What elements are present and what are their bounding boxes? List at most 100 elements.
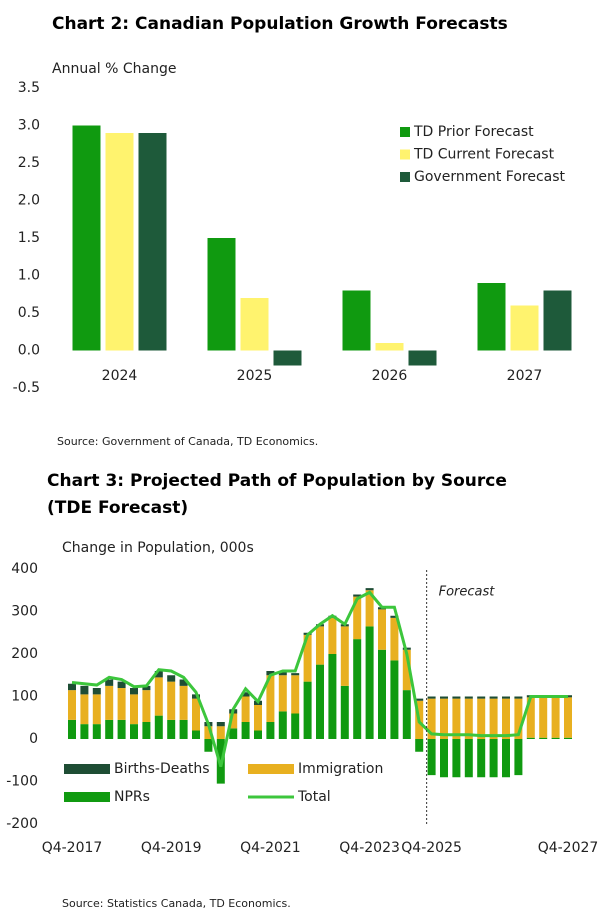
y-tick-label: 3.5 bbox=[18, 80, 40, 96]
bar-segment bbox=[291, 675, 300, 714]
bar-segment bbox=[204, 726, 213, 739]
bar-segment bbox=[192, 698, 200, 731]
bar bbox=[408, 350, 437, 366]
bar-segment bbox=[254, 730, 262, 739]
bar-segment bbox=[154, 677, 163, 716]
bar-segment bbox=[427, 696, 436, 699]
bar-segment bbox=[130, 694, 138, 725]
bar-segment bbox=[266, 675, 275, 722]
bar-segment bbox=[340, 626, 349, 686]
bar bbox=[342, 290, 371, 351]
x-tick-label: 2027 bbox=[507, 368, 543, 384]
bar-segment bbox=[154, 671, 163, 678]
bar-segment bbox=[477, 696, 486, 699]
x-tick-label: 2024 bbox=[102, 368, 138, 384]
bar-segment bbox=[514, 739, 523, 776]
bar-segment bbox=[303, 634, 312, 682]
y-tick-label: 100 bbox=[11, 689, 38, 705]
y-tick-label: 400 bbox=[11, 561, 38, 577]
y-tick-label: 2.5 bbox=[18, 155, 40, 171]
bar-segment bbox=[278, 711, 287, 739]
bar-segment bbox=[390, 615, 399, 618]
bar-segment bbox=[353, 639, 362, 739]
bar-segment bbox=[564, 737, 572, 739]
bar bbox=[543, 290, 572, 351]
bar-segment bbox=[514, 696, 523, 699]
bar-segment bbox=[68, 683, 76, 691]
legend-swatch bbox=[64, 764, 110, 774]
bar-segment bbox=[167, 719, 176, 739]
bar-segment bbox=[477, 739, 486, 778]
x-tick-label: 2025 bbox=[237, 368, 273, 384]
bar bbox=[273, 350, 302, 366]
bar-segment bbox=[241, 722, 250, 739]
bar-segment bbox=[80, 685, 89, 695]
bar-segment bbox=[502, 739, 510, 778]
x-tick-label: Q4-2017 bbox=[42, 840, 103, 856]
bar-segment bbox=[464, 696, 473, 699]
bar-segment bbox=[526, 697, 535, 738]
bar-segment bbox=[179, 685, 188, 720]
x-tick-label: Q4-2025 bbox=[401, 840, 462, 856]
bar-segment bbox=[142, 690, 151, 722]
bar-segment bbox=[427, 698, 436, 739]
y-tick-label: 2.0 bbox=[18, 193, 40, 209]
bar-segment bbox=[241, 696, 250, 722]
y-tick-label: 0.0 bbox=[18, 343, 40, 359]
bar bbox=[207, 238, 236, 351]
bar-segment bbox=[117, 688, 126, 720]
bar-segment bbox=[502, 696, 510, 699]
line bbox=[71, 590, 568, 768]
x-tick-label: Q4-2021 bbox=[240, 840, 301, 856]
x-tick-label: Q4-2027 bbox=[538, 840, 599, 856]
bar-segment bbox=[489, 739, 498, 778]
x-tick-label: 2026 bbox=[372, 368, 408, 384]
bar-segment bbox=[68, 690, 76, 720]
y-tick-label: 1.0 bbox=[18, 268, 40, 284]
bar-segment bbox=[489, 696, 498, 699]
legend-label: Total bbox=[297, 789, 331, 805]
bar bbox=[138, 133, 167, 351]
bar-segment bbox=[551, 697, 560, 738]
source-note: Source: Statistics Canada, TD Economics. bbox=[62, 897, 291, 910]
bar-segment bbox=[539, 737, 548, 739]
x-tick-label: Q4-2019 bbox=[141, 840, 202, 856]
bar bbox=[510, 305, 539, 351]
bar-segment bbox=[266, 671, 275, 676]
legend-label: Births-Deaths bbox=[114, 761, 210, 777]
y-tick-label: 3.0 bbox=[18, 118, 40, 134]
chart-title: Chart 3: Projected Path of Population by… bbox=[47, 471, 507, 518]
bar-segment bbox=[353, 596, 362, 640]
y-tick-label: 0.5 bbox=[18, 305, 40, 321]
bar-segment bbox=[452, 739, 461, 778]
bar-segment bbox=[489, 698, 498, 739]
bar-segment bbox=[291, 713, 300, 739]
bar-segment bbox=[80, 694, 89, 725]
bar-segment bbox=[365, 588, 374, 591]
bar-segment bbox=[514, 698, 523, 739]
bar-segment bbox=[105, 719, 114, 739]
legend-label: NPRs bbox=[114, 789, 150, 805]
bar-segment bbox=[316, 626, 324, 665]
bar-segment bbox=[390, 660, 399, 739]
chart-title: Chart 2: Canadian Population Growth Fore… bbox=[52, 14, 508, 34]
bar bbox=[72, 125, 101, 351]
y-tick-label: 300 bbox=[11, 604, 38, 620]
bar-segment bbox=[105, 685, 114, 720]
bar-segment bbox=[303, 681, 312, 739]
bar-segment bbox=[402, 690, 411, 739]
legend-swatch bbox=[400, 172, 410, 182]
legend-label: Government Forecast bbox=[414, 169, 566, 185]
bar-segment bbox=[316, 664, 324, 739]
y-tick-label: -100 bbox=[6, 774, 38, 790]
bar-segment bbox=[415, 739, 424, 752]
x-tick-label: Q4-2023 bbox=[339, 840, 400, 856]
bar-segment bbox=[378, 609, 386, 650]
bar-segment bbox=[92, 688, 101, 695]
bar-segment bbox=[105, 679, 114, 686]
y-tick-label: 1.5 bbox=[18, 230, 40, 246]
bar-segment bbox=[328, 654, 337, 739]
legend-label: TD Current Forecast bbox=[413, 147, 555, 163]
bar-segment bbox=[254, 705, 262, 731]
